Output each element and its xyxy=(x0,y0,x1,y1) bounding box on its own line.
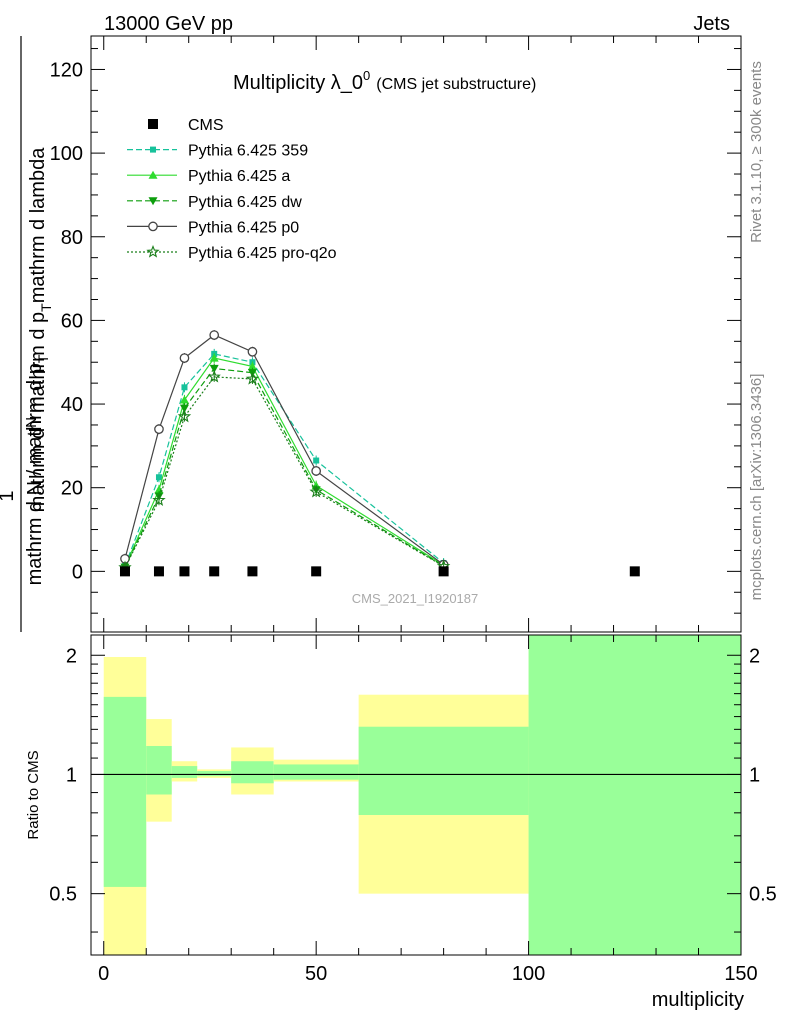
y-label-part: mathrm d p xyxy=(27,312,49,413)
x-tick-label: 50 xyxy=(305,963,327,985)
ratio-y-tick-label-right: 1 xyxy=(749,764,760,786)
y-label-denominator: mathrm d N / mathrm d pT xyxy=(24,354,51,585)
ratio-band-green xyxy=(103,696,147,887)
series-point xyxy=(245,371,260,385)
ratio-y-tick-label: 1 xyxy=(66,764,77,786)
series-point xyxy=(311,466,322,476)
cms-data-point xyxy=(629,566,640,577)
ratio-band-green xyxy=(528,635,741,955)
series-point xyxy=(179,395,189,404)
legend-label: Pythia 6.425 a xyxy=(188,168,290,185)
series-point xyxy=(181,384,188,391)
ratio-band-green xyxy=(358,726,529,815)
y-tick-label: 80 xyxy=(61,227,83,249)
cms-data-point xyxy=(153,566,164,577)
mcplots-reference-label: mcplots.cern.ch [arXiv:1306.3436] xyxy=(748,374,765,601)
ratio-band-green xyxy=(146,745,172,795)
ratio-y-tick-label: 2 xyxy=(66,645,77,667)
series-point xyxy=(207,369,221,383)
y-tick-label: 60 xyxy=(61,310,83,332)
cms-data-point xyxy=(179,566,190,577)
y-tick-label: 20 xyxy=(61,478,83,500)
y-label-part: mathrm d lambda xyxy=(27,147,49,303)
ratio-band-green xyxy=(171,766,198,778)
legend-marker xyxy=(148,170,158,179)
y-label-part: T xyxy=(38,303,54,312)
y-label-part: mathrm d N / mathrm d p xyxy=(24,363,46,585)
legend-marker xyxy=(148,119,158,129)
legend-marker xyxy=(148,221,158,232)
chart-title: Multiplicity λ_00 (CMS jet substructure) xyxy=(233,68,536,94)
y-label-part: mathrm d xyxy=(27,428,49,512)
main-series-group xyxy=(118,330,640,577)
cms-data-point xyxy=(438,566,449,577)
x-tick-label: 100 xyxy=(512,963,545,985)
ratio-plot-frame xyxy=(90,634,742,956)
y-tick-label: 100 xyxy=(50,143,83,165)
ratio-panel: 0.5 0.5 1 1 2 2 0 50 100 150 Ratio to CMS multipl… xyxy=(25,634,777,1011)
chart-title-subtitle: (CMS jet substructure) xyxy=(376,76,536,93)
series-point xyxy=(179,353,190,363)
cms-data-point xyxy=(311,566,322,577)
ratio-axis-ticks: 0.5 0.5 1 1 2 2 0 50 100 150 xyxy=(49,635,777,985)
series-point xyxy=(209,353,219,362)
legend: CMS Pythia 6.425 359 Pythia 6.425 a Pythia … xyxy=(127,117,337,262)
series-point xyxy=(313,457,320,464)
y-label-part: T xyxy=(35,354,51,363)
x-axis-label: multiplicity xyxy=(652,989,744,1011)
cms-data-point xyxy=(209,566,220,577)
legend-marker xyxy=(150,146,156,153)
series-point xyxy=(209,364,219,374)
series-point xyxy=(177,409,192,423)
header-energy-label: 13000 GeV pp xyxy=(104,13,233,35)
y-label-part: N xyxy=(23,417,40,428)
ratio-y-axis-label: Ratio to CMS xyxy=(25,750,42,839)
y-tick-label: 120 xyxy=(50,59,83,81)
y-tick-label: 40 xyxy=(61,394,83,416)
series-point xyxy=(152,493,166,506)
series-point xyxy=(247,361,257,371)
ratio-y-tick-label-right: 2 xyxy=(749,645,760,667)
legend-marker xyxy=(146,244,160,258)
main-axis-ticks: 0 20 40 60 80 100 120 xyxy=(50,36,742,632)
chart-title-superscript: 0 xyxy=(363,68,370,83)
legend-label: CMS xyxy=(188,117,224,134)
main-y-axis-label: mathrm dNmathrm d pTmathrm d lambda 1 ma… xyxy=(0,36,54,632)
analysis-watermark: CMS_2021_I1920187 xyxy=(352,591,479,606)
ratio-y-tick-label: 0.5 xyxy=(49,884,77,906)
ratio-band-green xyxy=(273,764,359,780)
series-point xyxy=(179,404,189,413)
x-tick-label: 150 xyxy=(724,963,757,985)
series-point xyxy=(247,346,258,357)
x-tick-label: 0 xyxy=(98,963,109,985)
y-label-numerator: mathrm dNmathrm d pTmathrm d lambda xyxy=(23,147,54,513)
y-label-one: 1 xyxy=(0,490,18,501)
ratio-band-green xyxy=(197,771,232,777)
legend-label: Pythia 6.425 359 xyxy=(188,143,308,160)
chart-title-main: Multiplicity λ_0 xyxy=(233,72,363,94)
series-point xyxy=(154,424,164,435)
ratio-y-tick-label-right: 0.5 xyxy=(749,884,777,906)
cms-data-point xyxy=(247,566,258,577)
y-tick-label: 0 xyxy=(72,561,83,583)
header-process-label: Jets xyxy=(693,13,730,35)
legend-label: Pythia 6.425 dw xyxy=(188,194,302,211)
rivet-version-label: Rivet 3.1.10, ≥ 300k events xyxy=(748,61,765,243)
legend-marker xyxy=(148,197,158,206)
series-point xyxy=(309,484,323,498)
ratio-band-green xyxy=(231,761,274,784)
main-plot-frame xyxy=(90,35,742,633)
ratio-bands-group xyxy=(103,635,741,955)
series-point xyxy=(209,330,220,340)
legend-label: Pythia 6.425 pro-q2o xyxy=(188,245,337,262)
cms-data-point xyxy=(119,566,130,577)
legend-label: Pythia 6.425 p0 xyxy=(188,219,299,236)
series-point xyxy=(155,474,162,481)
